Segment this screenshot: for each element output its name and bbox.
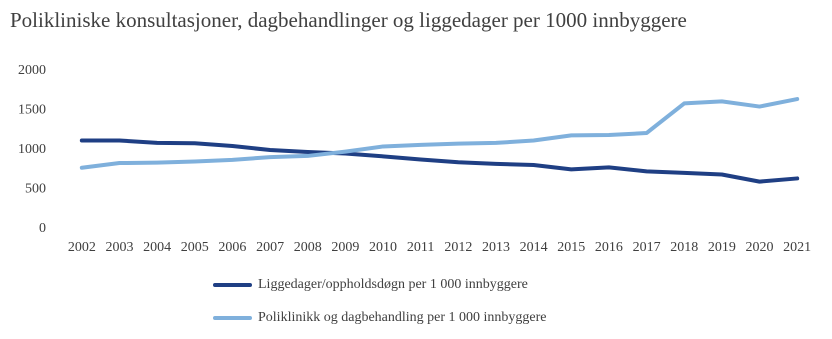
x-tick-label: 2017 <box>633 240 661 255</box>
x-tick-label: 2015 <box>557 240 585 255</box>
y-tick-label: 2000 <box>18 63 46 78</box>
x-tick-label: 2019 <box>708 240 736 255</box>
x-tick-label: 2021 <box>783 240 811 255</box>
x-tick-label: 2009 <box>331 240 359 255</box>
x-tick-label: 2002 <box>68 240 96 255</box>
legend-label: Poliklinikk og dagbehandling per 1 000 i… <box>258 310 547 325</box>
x-tick-label: 2016 <box>595 240 623 255</box>
series-line <box>79 97 800 170</box>
x-tick-label: 2004 <box>143 240 171 255</box>
chart-title: Polikliniske konsultasjoner, dagbehandli… <box>10 8 687 32</box>
y-tick-label: 0 <box>39 221 46 236</box>
x-tick-label: 2008 <box>294 240 322 255</box>
x-tick-label: 2005 <box>181 240 209 255</box>
y-tick-label: 500 <box>25 182 46 197</box>
y-tick-label: 1500 <box>18 103 46 118</box>
legend-label: Liggedager/oppholdsdøgn per 1 000 innbyg… <box>258 277 528 292</box>
x-tick-label: 2007 <box>256 240 284 255</box>
x-tick-label: 2006 <box>218 240 246 255</box>
x-tick-label: 2013 <box>482 240 510 255</box>
x-tick-label: 2011 <box>407 240 434 255</box>
series-line <box>79 138 800 184</box>
x-tick-label: 2014 <box>520 240 548 255</box>
x-tick-label: 2003 <box>105 240 133 255</box>
y-tick-label: 1000 <box>18 142 46 157</box>
x-tick-label: 2018 <box>670 240 698 255</box>
x-tick-label: 2012 <box>444 240 472 255</box>
x-tick-label: 2020 <box>746 240 774 255</box>
x-tick-label: 2010 <box>369 240 397 255</box>
